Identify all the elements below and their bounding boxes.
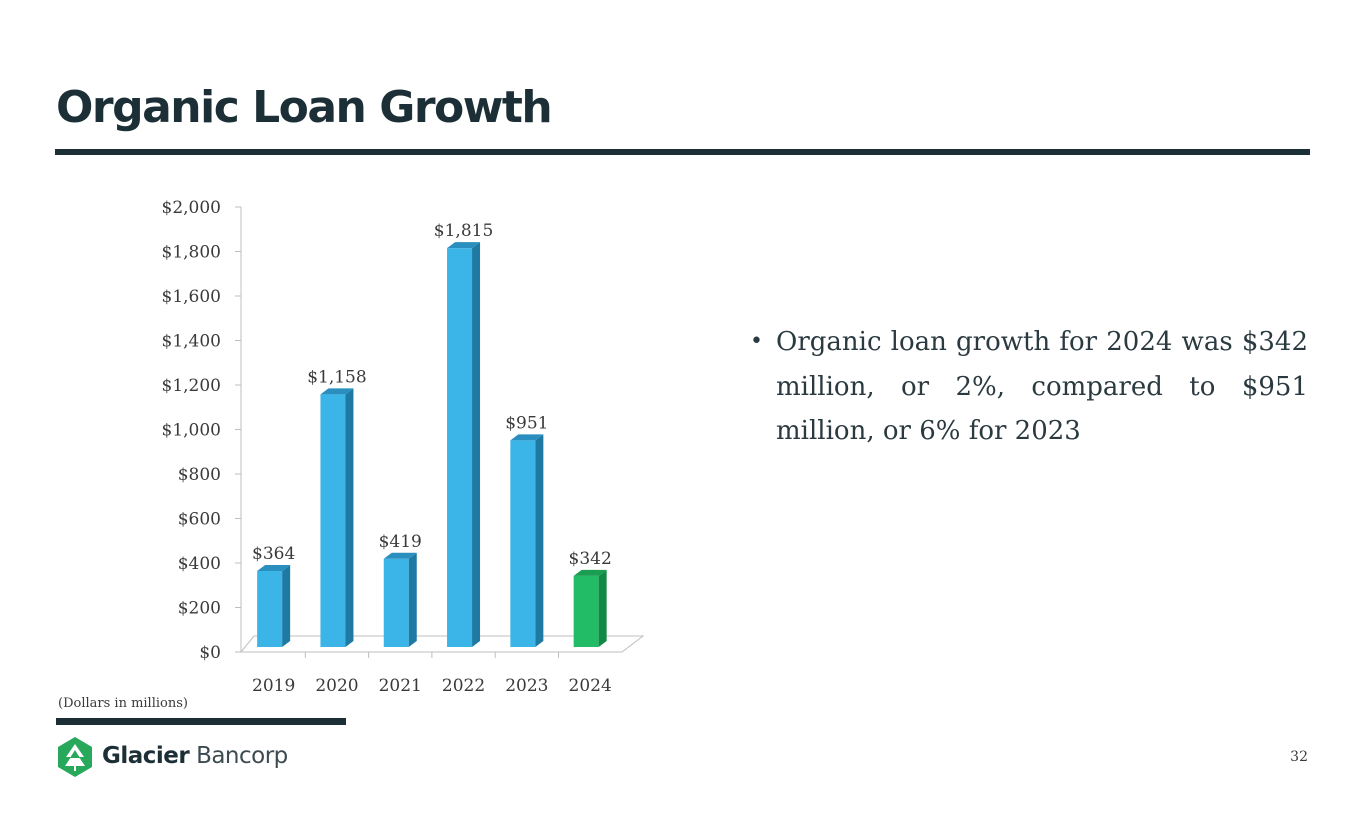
x-tick-label: 2021 bbox=[379, 676, 422, 696]
logo-name-light: Bancorp bbox=[196, 743, 288, 769]
logo-wordmark: Glacier Bancorp bbox=[102, 743, 288, 769]
y-tick-label: $1,800 bbox=[162, 243, 221, 263]
bullet-point: • Organic loan growth for 2024 was $342 … bbox=[750, 320, 1308, 454]
x-tick-label: 2019 bbox=[252, 676, 295, 696]
y-tick-label: $600 bbox=[178, 510, 221, 530]
company-logo: Glacier Bancorp bbox=[55, 737, 295, 777]
y-tick-label: $0 bbox=[199, 643, 221, 663]
bar-2022 bbox=[447, 248, 473, 647]
bullet-text: Organic loan growth for 2024 was $342 mi… bbox=[776, 327, 1308, 446]
bar-2021 bbox=[383, 558, 409, 647]
y-tick-label: $200 bbox=[178, 599, 221, 619]
data-label-2020: $1,158 bbox=[307, 367, 366, 387]
bar-top-2023 bbox=[510, 434, 544, 441]
y-tick-label: $1,000 bbox=[162, 421, 221, 441]
units-footnote: (Dollars in millions) bbox=[58, 696, 188, 711]
bar-top-2019 bbox=[257, 565, 291, 572]
bar-side-2024 bbox=[598, 569, 607, 647]
glacier-logo-icon bbox=[58, 737, 92, 777]
bar-2024 bbox=[573, 575, 599, 647]
bullet-dot-icon: • bbox=[750, 329, 763, 354]
bar-top-2021 bbox=[383, 552, 417, 559]
data-label-2022: $1,815 bbox=[434, 221, 493, 241]
bar-top-2020 bbox=[320, 388, 354, 395]
x-tick-label: 2023 bbox=[505, 676, 548, 696]
y-tick-label: $1,400 bbox=[162, 332, 221, 352]
bar-side-2020 bbox=[345, 388, 354, 647]
data-label-2019: $364 bbox=[252, 544, 295, 564]
y-tick-label: $1,600 bbox=[162, 287, 221, 307]
data-label-2024: $342 bbox=[569, 549, 612, 569]
y-tick-label: $2,000 bbox=[162, 198, 221, 218]
bar-side-2022 bbox=[472, 242, 481, 647]
x-tick-label: 2022 bbox=[442, 676, 485, 696]
x-tick-label: 2020 bbox=[315, 676, 358, 696]
footer-rule bbox=[56, 718, 346, 725]
bar-side-2023 bbox=[535, 434, 544, 647]
bar-2023 bbox=[510, 440, 536, 647]
loan-growth-bar-chart: $0 $200 $400 $600 $800 $1,000 $1,200 $1,400 $1,6… bbox=[162, 198, 645, 696]
x-tick-label: 2024 bbox=[569, 676, 612, 696]
bar-2020 bbox=[320, 394, 346, 647]
y-tick-label: $800 bbox=[178, 465, 221, 485]
data-label-2021: $419 bbox=[379, 532, 422, 552]
logo-name-bold: Glacier bbox=[102, 743, 190, 769]
title-underline bbox=[55, 149, 1310, 155]
bar-side-2021 bbox=[408, 552, 417, 647]
page-number: 32 bbox=[1290, 749, 1308, 765]
bar-top-2024 bbox=[573, 569, 607, 576]
y-tick-label: $400 bbox=[178, 554, 221, 574]
slide-title: Organic Loan Growth bbox=[56, 82, 553, 133]
y-tick-label: $1,200 bbox=[162, 376, 221, 396]
bar-top-2022 bbox=[447, 242, 481, 249]
bar-side-2019 bbox=[282, 565, 291, 647]
data-label-2023: $951 bbox=[505, 413, 548, 433]
bar-2019 bbox=[257, 571, 283, 647]
